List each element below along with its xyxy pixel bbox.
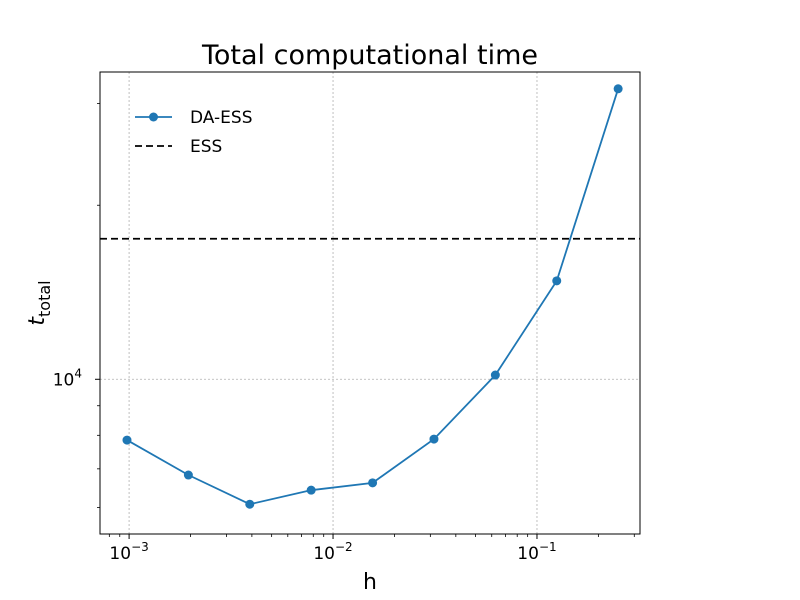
grid	[100, 72, 640, 534]
y-axis-ticks: 104	[53, 103, 100, 508]
y-axis-label-subscript: total	[35, 280, 54, 317]
legend: DA-ESS ESS	[135, 108, 253, 157]
y-axis-label: ttotal	[25, 280, 54, 325]
x-tick-base: 10	[313, 544, 335, 564]
y-tick-exponent: 4	[74, 366, 82, 380]
y-tick-label: 104	[53, 366, 82, 390]
y-tick-base: 10	[53, 370, 75, 390]
da-ess-point	[122, 435, 132, 445]
da-ess-point	[429, 434, 439, 444]
x-tick-exponent: −1	[539, 540, 557, 554]
da-ess-point	[306, 485, 316, 495]
chart-title: Total computational time	[201, 40, 538, 71]
y-axis-label-base: t	[25, 316, 50, 326]
da-ess-point	[245, 499, 255, 509]
x-tick-label: 10−3	[109, 540, 148, 564]
x-tick-base: 10	[517, 544, 539, 564]
x-tick-base: 10	[109, 544, 131, 564]
plot-frame	[99, 71, 641, 535]
x-tick-label: 10−2	[313, 540, 352, 564]
da-ess-point	[490, 370, 500, 380]
x-axis-label: h	[363, 570, 377, 595]
legend-label: ESS	[190, 137, 222, 157]
x-tick-label: 10−1	[517, 540, 556, 564]
series-layer	[100, 84, 640, 509]
x-tick-exponent: −2	[335, 540, 353, 554]
legend-label: DA-ESS	[190, 108, 253, 128]
x-axis-ticks: 10−3 10−2 10−1	[108, 534, 635, 564]
da-ess-point	[183, 470, 193, 480]
legend-marker-da-ess	[149, 112, 158, 122]
da-ess-point	[552, 276, 562, 286]
da-ess-point	[613, 84, 623, 94]
da-ess-point	[368, 478, 378, 488]
x-tick-exponent: −3	[131, 540, 149, 554]
